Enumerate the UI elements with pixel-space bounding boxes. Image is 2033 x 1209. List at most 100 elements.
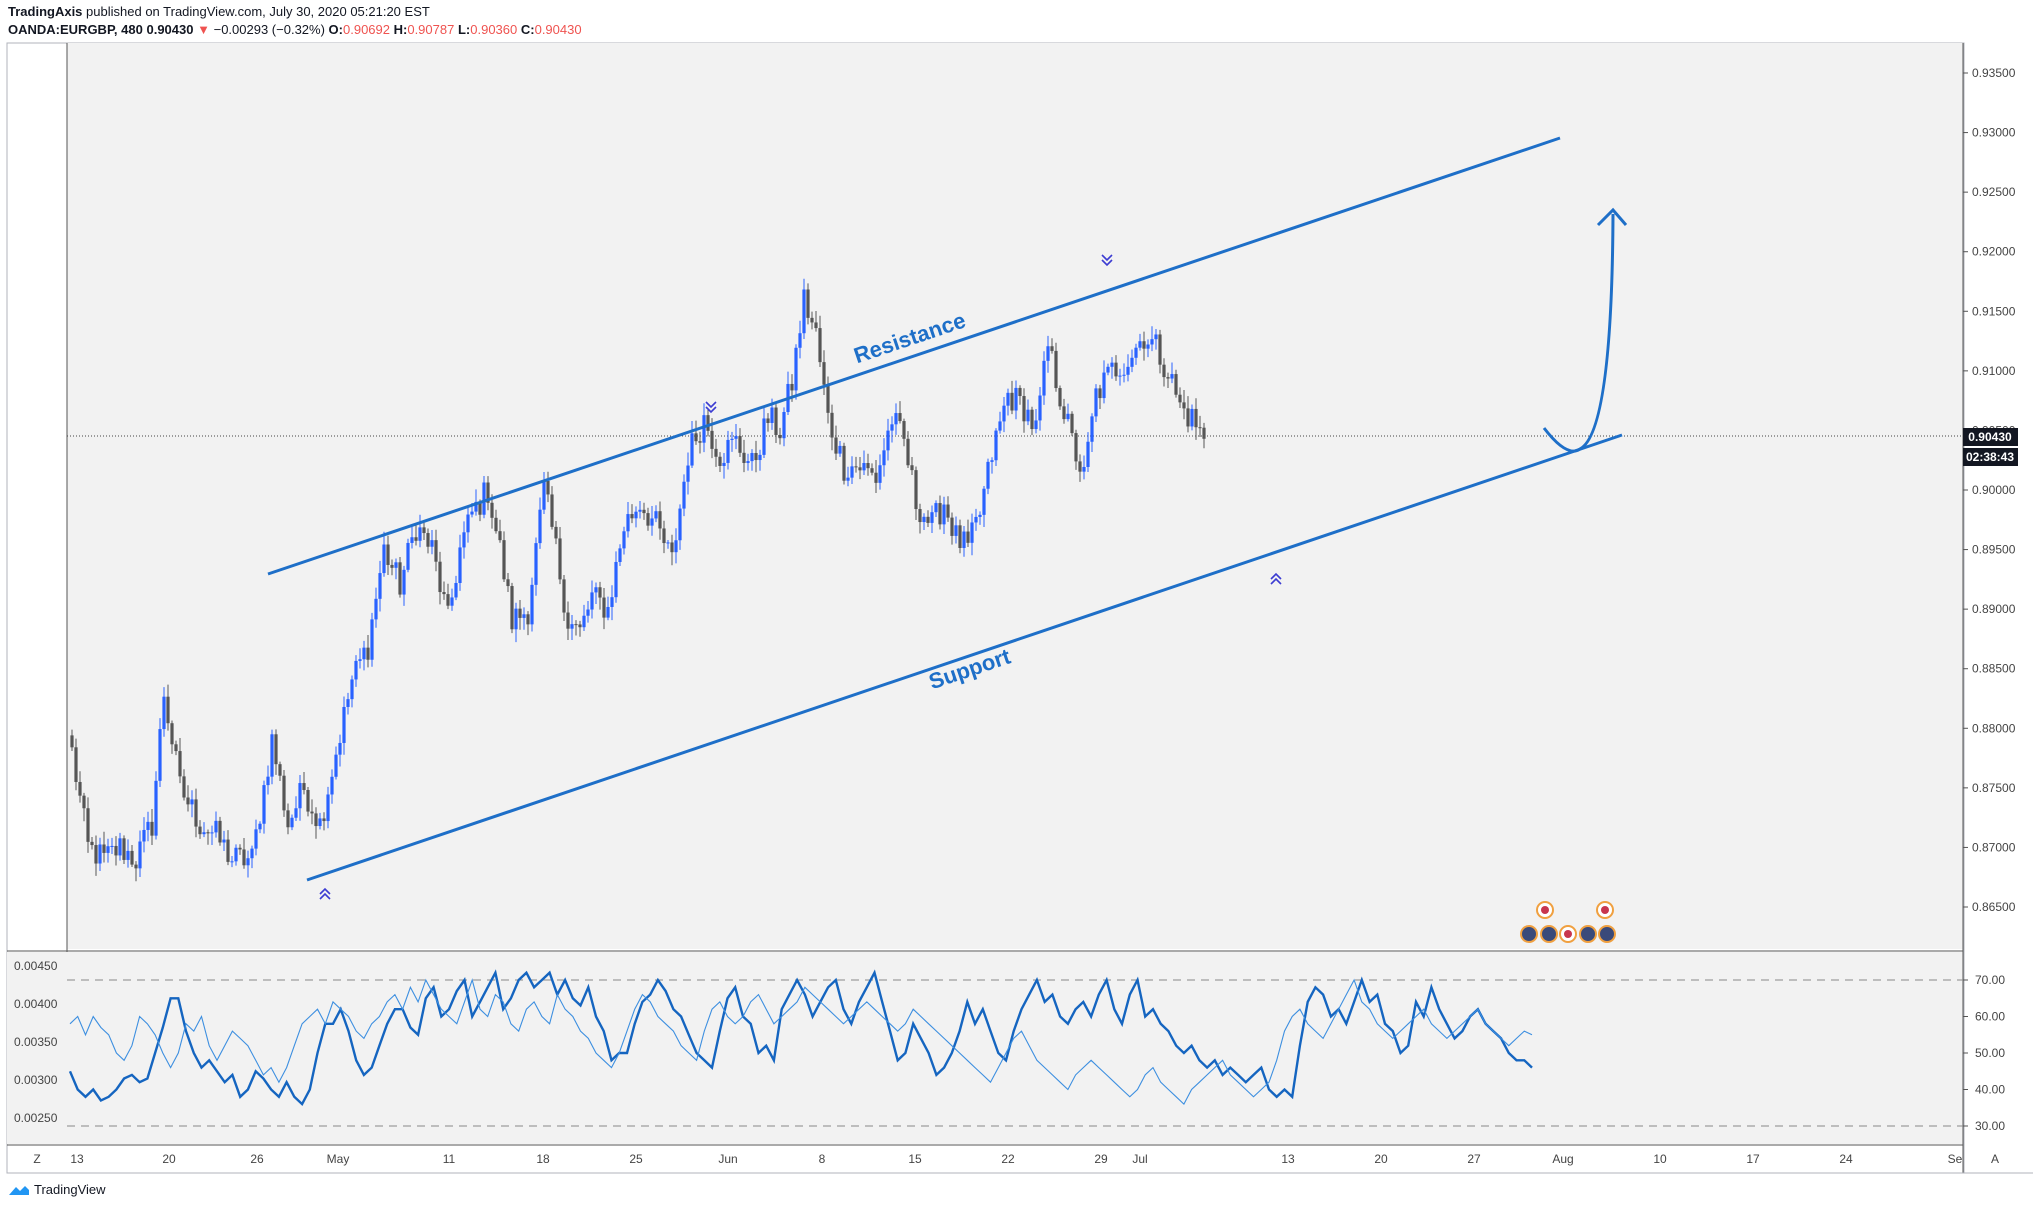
candle-body	[1094, 388, 1098, 417]
candle-body	[862, 463, 866, 471]
candle-body	[282, 775, 286, 811]
candle-body	[642, 509, 646, 514]
candle-body	[438, 561, 442, 593]
candle-body	[510, 586, 514, 630]
event-flag-icon[interactable]	[1598, 925, 1616, 943]
candle-body	[594, 587, 598, 593]
candle-body	[1186, 408, 1190, 427]
resistance-trendline[interactable]	[267, 136, 1561, 576]
candle-body	[486, 482, 490, 503]
candle-body	[430, 540, 434, 547]
candle-body	[906, 438, 910, 466]
candle-body	[242, 849, 246, 866]
candle-body	[1030, 409, 1034, 430]
candle-body	[198, 826, 202, 835]
candle-body	[146, 821, 150, 830]
event-flag-icon[interactable]	[1520, 925, 1538, 943]
footer-brand[interactable]: TradingView	[34, 1182, 106, 1197]
change-value: −0.00293 (−0.32%)	[213, 22, 325, 37]
price-axis[interactable]: 0.86500 0.87000 0.87500 0.88000 0.88500 0.890…	[1963, 66, 2016, 914]
candle-body	[1070, 413, 1074, 434]
candle-body	[134, 864, 138, 869]
candle-body	[262, 785, 266, 824]
event-flag-icon[interactable]	[1559, 925, 1577, 943]
candle-body	[722, 462, 726, 466]
time-tick-label: Jul	[1132, 1152, 1147, 1166]
indicator-left-axis: 0.00450 0.00400 0.00350 0.00300 0.00250	[14, 959, 58, 1125]
candle-body	[218, 820, 222, 843]
candle-body	[406, 542, 410, 570]
candle-body	[1010, 392, 1014, 411]
candle-body	[962, 531, 966, 548]
author-name[interactable]: TradingAxis	[8, 4, 83, 19]
candle-body	[414, 537, 418, 541]
candle-body	[910, 465, 914, 471]
price-tick-label: 0.93500	[1972, 66, 2016, 80]
candle-body	[530, 584, 534, 625]
candle-body	[758, 454, 762, 461]
candle-body	[1106, 366, 1110, 373]
candle-body	[1114, 362, 1118, 377]
candle-body	[618, 548, 622, 562]
candle-body	[742, 452, 746, 463]
candle-body	[238, 847, 242, 850]
candle-body	[930, 512, 934, 523]
candle-body	[846, 477, 850, 481]
time-tick-label: 20	[162, 1152, 176, 1166]
candle-body	[502, 540, 506, 580]
log-scale-toggle[interactable]: A	[1991, 1152, 1999, 1166]
change-down-icon: ▼	[197, 22, 210, 37]
candle-body	[1014, 387, 1018, 411]
event-flag-icon[interactable]	[1540, 925, 1558, 943]
candle-body	[306, 790, 310, 812]
candle-body	[738, 436, 742, 453]
candle-body	[150, 821, 154, 836]
candle-body	[650, 518, 654, 526]
candle-body	[194, 799, 198, 827]
pivot-high-marker-icon	[1101, 254, 1113, 267]
support-trendline[interactable]	[306, 433, 1623, 882]
candle-body	[1158, 334, 1162, 365]
economic-events[interactable]	[1520, 901, 1616, 943]
pivot-low-marker-icon	[1270, 572, 1282, 585]
candle-body	[926, 516, 930, 523]
candle-body	[86, 808, 90, 842]
projection-curve[interactable]	[1542, 213, 1615, 453]
candle-body	[746, 461, 750, 463]
published-text: published on TradingView.com, July 30, 2…	[86, 4, 430, 19]
candle-body	[190, 799, 194, 805]
candle-body	[382, 544, 386, 574]
candle-body	[462, 532, 466, 548]
event-flag-icon[interactable]	[1596, 901, 1614, 919]
candle-body	[994, 430, 998, 461]
candle-body	[958, 525, 962, 548]
candle-body	[470, 511, 474, 515]
price-tick-label: 0.87500	[1972, 781, 2016, 795]
candle-body	[526, 614, 530, 625]
candle-body	[326, 794, 330, 822]
price-tick-label: 0.87000	[1972, 840, 2016, 854]
event-flag-icon[interactable]	[1536, 901, 1554, 919]
candle-body	[538, 509, 542, 544]
candle-body	[214, 820, 218, 833]
indicator-right-axis: 70.00 60.00 50.00 40.00 30.00	[1963, 973, 2005, 1133]
candle-body	[626, 514, 630, 532]
candle-body	[902, 421, 906, 439]
auto-scale-toggle[interactable]: Z	[33, 1152, 40, 1166]
candle-body	[1062, 406, 1066, 420]
candle-body	[686, 465, 690, 482]
time-axis[interactable]: 13 20 26 May 11 18 25 Jun 8 15 22 29 Jul 13 20 27 Aug 10 1…	[70, 1152, 1962, 1166]
candle-body	[558, 538, 562, 580]
indicator-right-tick-label: 40.00	[1975, 1083, 2005, 1097]
candle-body	[858, 467, 862, 471]
price-tick-label: 0.93000	[1972, 126, 2016, 140]
candle-body	[898, 413, 902, 422]
candle-body	[850, 466, 854, 478]
candle-body	[138, 841, 142, 869]
candle-body	[1166, 377, 1170, 379]
indicator-left-tick-label: 0.00400	[14, 997, 58, 1011]
candle-body	[1102, 372, 1106, 399]
candle-body	[342, 706, 346, 743]
event-flag-icon[interactable]	[1579, 925, 1597, 943]
